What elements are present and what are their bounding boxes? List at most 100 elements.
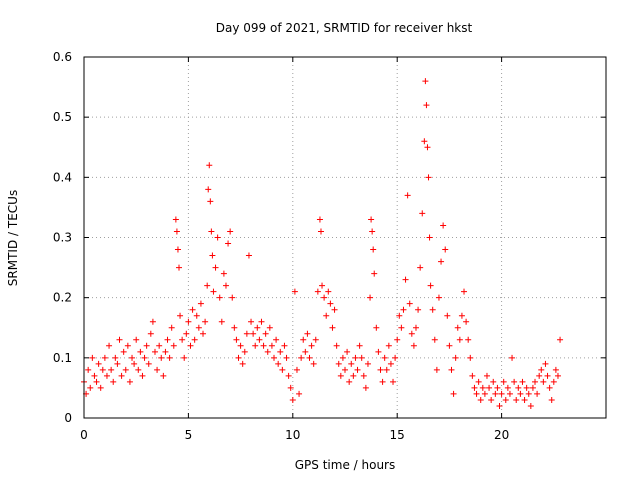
data-point bbox=[536, 372, 543, 379]
data-point bbox=[258, 318, 265, 325]
data-point bbox=[517, 390, 524, 397]
data-point bbox=[500, 378, 507, 385]
data-point bbox=[103, 372, 110, 379]
y-tick-label: 0.5 bbox=[53, 110, 72, 124]
data-point bbox=[369, 228, 376, 235]
data-point bbox=[417, 264, 424, 271]
data-point bbox=[496, 402, 503, 409]
data-point bbox=[143, 342, 150, 349]
data-point bbox=[135, 366, 142, 373]
y-tick-label: 0.2 bbox=[53, 291, 72, 305]
data-point bbox=[337, 372, 344, 379]
data-point bbox=[421, 138, 428, 145]
data-point bbox=[383, 366, 390, 373]
data-point bbox=[370, 246, 377, 253]
data-point bbox=[362, 384, 369, 391]
data-point bbox=[354, 366, 361, 373]
data-point bbox=[187, 342, 194, 349]
data-point bbox=[126, 378, 133, 385]
y-tick-label: 0.4 bbox=[53, 170, 72, 184]
data-point bbox=[469, 372, 476, 379]
x-tick-label: 20 bbox=[494, 428, 509, 442]
data-point bbox=[177, 312, 184, 319]
data-point bbox=[300, 336, 307, 343]
data-point bbox=[106, 342, 113, 349]
data-point bbox=[419, 210, 426, 217]
data-point bbox=[181, 354, 188, 361]
data-point bbox=[461, 288, 468, 295]
data-point bbox=[191, 336, 198, 343]
data-point bbox=[287, 384, 294, 391]
data-point bbox=[323, 312, 330, 319]
data-point bbox=[502, 396, 509, 403]
data-point bbox=[166, 354, 173, 361]
data-point bbox=[352, 354, 359, 361]
data-point bbox=[220, 270, 227, 277]
data-point bbox=[197, 300, 204, 307]
data-point bbox=[511, 378, 518, 385]
x-tick-label: 15 bbox=[390, 428, 405, 442]
data-point bbox=[356, 342, 363, 349]
data-point bbox=[335, 360, 342, 367]
y-tick-label: 0.3 bbox=[53, 231, 72, 245]
data-point bbox=[463, 318, 470, 325]
data-point bbox=[245, 252, 252, 259]
data-point bbox=[99, 366, 106, 373]
data-point bbox=[492, 390, 499, 397]
data-point bbox=[544, 372, 551, 379]
chart-title: Day 099 of 2021, SRMTID for receiver hks… bbox=[216, 21, 473, 35]
data-point bbox=[471, 384, 478, 391]
data-point bbox=[429, 306, 436, 313]
data-point bbox=[438, 258, 445, 265]
data-point bbox=[173, 228, 180, 235]
data-point bbox=[427, 282, 434, 289]
data-point bbox=[534, 390, 541, 397]
data-point bbox=[229, 294, 236, 301]
data-point bbox=[390, 378, 397, 385]
data-point bbox=[156, 342, 163, 349]
data-point bbox=[348, 360, 355, 367]
data-point bbox=[467, 354, 474, 361]
data-point bbox=[141, 354, 148, 361]
data-point bbox=[540, 378, 547, 385]
data-point bbox=[89, 354, 96, 361]
data-point bbox=[158, 354, 165, 361]
data-point bbox=[387, 360, 394, 367]
x-tick-label: 5 bbox=[185, 428, 193, 442]
data-point bbox=[483, 372, 490, 379]
data-point bbox=[112, 354, 119, 361]
data-point bbox=[342, 366, 348, 373]
data-point bbox=[202, 318, 209, 325]
data-point bbox=[164, 336, 171, 343]
data-point bbox=[243, 330, 250, 337]
data-point bbox=[448, 366, 455, 373]
data-point bbox=[379, 378, 386, 385]
data-point bbox=[498, 390, 505, 397]
data-point bbox=[235, 354, 242, 361]
data-point bbox=[494, 384, 501, 391]
data-point bbox=[367, 294, 374, 301]
data-point bbox=[283, 354, 290, 361]
data-point bbox=[371, 270, 378, 277]
data-point bbox=[373, 324, 380, 331]
data-point bbox=[277, 348, 284, 355]
data-point bbox=[207, 198, 214, 205]
data-point bbox=[110, 378, 117, 385]
data-point bbox=[310, 360, 317, 367]
data-point bbox=[490, 378, 497, 385]
data-point bbox=[406, 300, 413, 307]
data-point bbox=[426, 234, 433, 241]
data-point bbox=[317, 228, 324, 235]
data-point bbox=[306, 354, 313, 361]
data-point bbox=[131, 360, 138, 367]
data-point bbox=[210, 288, 217, 295]
data-point bbox=[120, 348, 127, 355]
data-point bbox=[364, 360, 371, 367]
data-point bbox=[314, 288, 321, 295]
data-point bbox=[139, 372, 146, 379]
data-point bbox=[137, 348, 144, 355]
data-point bbox=[264, 348, 271, 355]
data-point bbox=[454, 324, 461, 331]
data-point bbox=[392, 354, 399, 361]
